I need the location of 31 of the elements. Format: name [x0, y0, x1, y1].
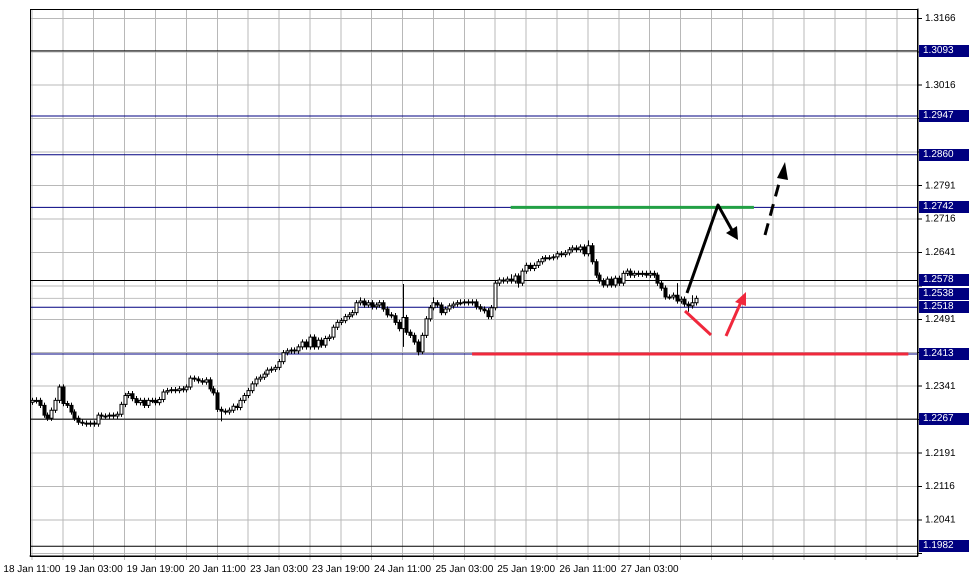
x-tick-label: 19 Jan 03:00 [64, 564, 124, 575]
y-tick-label: 1.2491 [925, 314, 956, 326]
ref-line-label: 1.2742 [919, 201, 969, 214]
y-tick-label: 1.2641 [925, 247, 956, 258]
ref-line-label: 1.2860 [919, 148, 969, 161]
ref-line-label: 1.3093 [919, 44, 969, 57]
y-tick-label: 1.2041 [925, 514, 956, 526]
ref-line-label: 1.2947 [919, 110, 969, 122]
x-tick-label: 26 Jan 11:00 [559, 564, 617, 575]
ref-line-label: 1.1982 [919, 540, 969, 552]
y-tick-label: 1.2116 [925, 481, 956, 492]
y-tick-label: 1.2791 [925, 180, 956, 192]
ref-line-label: 1.2267 [919, 413, 969, 426]
ref-line-label: 1.2578 [919, 274, 969, 286]
x-tick-label: 27 Jan 03:00 [620, 564, 680, 575]
y-tick-label: 1.2716 [925, 214, 956, 225]
x-tick-label: 25 Jan 03:00 [435, 564, 494, 575]
x-tick-label: 20 Jan 11:00 [188, 564, 246, 575]
x-tick-label: 24 Jan 11:00 [374, 564, 432, 575]
x-tick-label: 25 Jan 19:00 [497, 564, 556, 575]
x-tick-label: 19 Jan 19:00 [126, 564, 185, 575]
x-tick-label: 18 Jan 11:00 [3, 564, 61, 575]
y-tick-label: 1.2341 [925, 380, 956, 392]
y-tick-label: 1.2191 [925, 448, 956, 459]
ref-line-label: 1.2538 [919, 288, 969, 300]
ref-line-label: 1.2413 [919, 348, 969, 360]
y-tick-label: 1.3016 [925, 80, 956, 91]
ref-line-label: 1.2518 [919, 301, 969, 314]
x-tick-label: 23 Jan 03:00 [250, 564, 308, 575]
x-tick-label: 23 Jan 19:00 [312, 564, 370, 575]
y-tick-label: 1.3166 [925, 13, 956, 24]
